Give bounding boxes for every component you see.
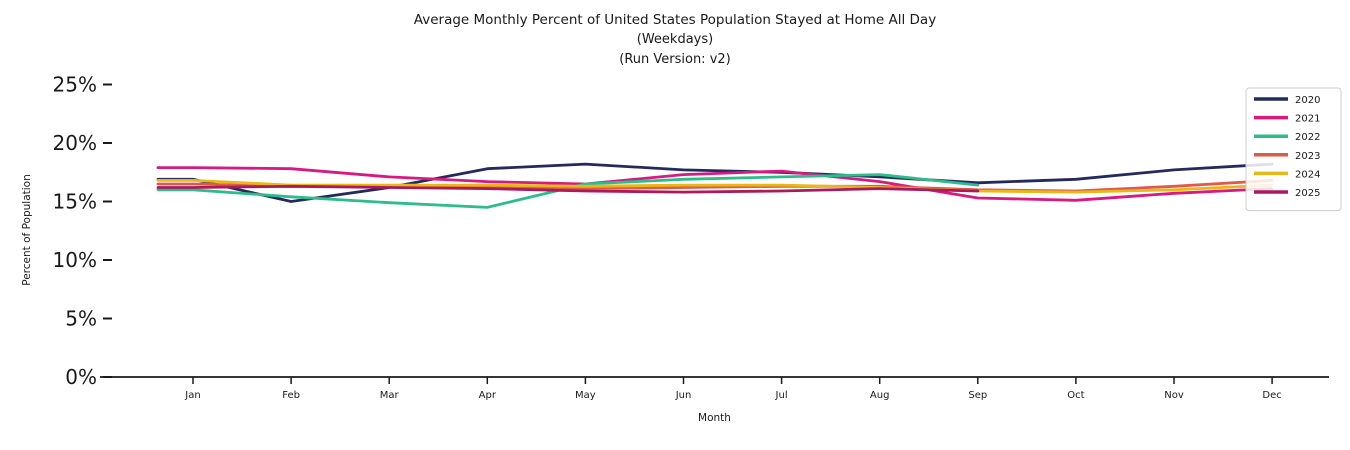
y-axis-title: Percent of Population: [21, 174, 33, 285]
legend-label-2022: 2022: [1295, 132, 1320, 143]
x-tick-label: Oct: [1067, 390, 1084, 401]
legend-label-2025: 2025: [1295, 188, 1320, 199]
x-tick-label: Dec: [1262, 390, 1281, 401]
series-lines: [156, 162, 1274, 209]
y-tick-label: 5%: [65, 307, 97, 331]
series-line-2021: [156, 166, 1274, 202]
x-tick-label: Jun: [675, 390, 692, 401]
y-tick-label: 10%: [53, 248, 97, 272]
x-tick-label: Sep: [968, 390, 987, 401]
axes: 0% 5% 10% 15% 20% 25% Jan Feb Mar Apr May Jun Jul Aug…: [21, 73, 1329, 424]
legend-label-2020: 2020: [1295, 95, 1320, 106]
x-tick-label: May: [575, 390, 596, 401]
chart-title: Average Monthly Percent of United States…: [413, 12, 937, 28]
x-tick-label: Aug: [870, 390, 890, 401]
chart-subtitle-weekdays: (Weekdays): [636, 32, 714, 47]
x-tick-label: Mar: [380, 390, 400, 401]
x-tick-label: Nov: [1164, 390, 1184, 401]
series-line-2020: [156, 162, 1274, 203]
legend-label-2023: 2023: [1295, 151, 1320, 162]
chart-subtitle-run-version: (Run Version: v2): [619, 52, 731, 67]
y-tick-label: 15%: [53, 190, 97, 214]
series-line-2022: [156, 173, 980, 209]
legend: 2020 2021 2022 2023 2024 2025: [1245, 87, 1342, 212]
x-tick-label: Jan: [184, 390, 200, 401]
x-tick-label: Jul: [775, 390, 788, 401]
legend-label-2024: 2024: [1295, 169, 1320, 180]
legend-label-2021: 2021: [1295, 114, 1320, 125]
x-tick-label: Feb: [282, 390, 300, 401]
x-axis-title: Month: [698, 412, 731, 424]
y-tick-label: 20%: [53, 131, 97, 155]
series-line-2025: [156, 184, 980, 194]
y-tick-label: 25%: [53, 73, 97, 97]
y-tick-label: 0%: [65, 365, 97, 389]
chart-title-block: Average Monthly Percent of United States…: [0, 10, 1350, 70]
x-tick-label: Apr: [479, 390, 497, 401]
